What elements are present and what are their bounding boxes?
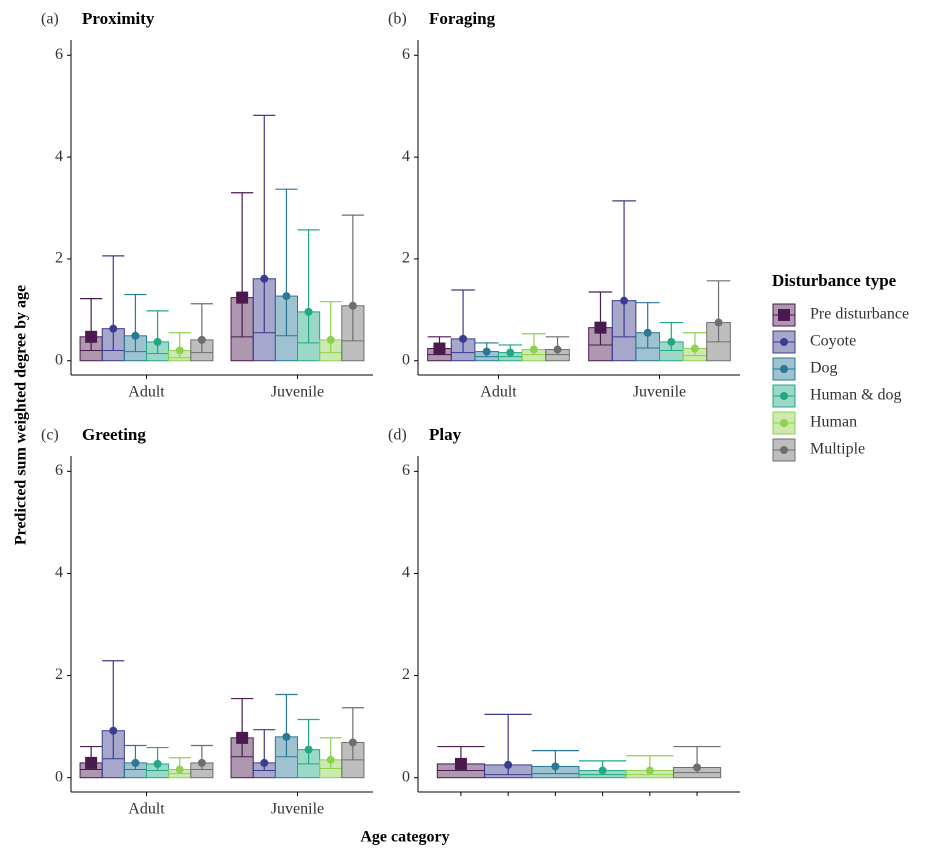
point: [667, 337, 676, 346]
legend-marker: [780, 365, 788, 373]
point: [304, 745, 313, 754]
legend-label: Human: [810, 414, 857, 431]
point: [348, 738, 357, 747]
point: [153, 337, 162, 346]
point: [598, 766, 607, 775]
point: [643, 328, 652, 337]
point: [620, 296, 629, 305]
legend-title: Disturbance type: [772, 271, 897, 290]
legend-marker: [780, 419, 788, 427]
point: [348, 301, 357, 310]
point: [282, 292, 291, 301]
point: [109, 726, 118, 735]
point: [197, 335, 206, 344]
y-tick-label: 2: [55, 250, 63, 267]
y-tick-label: 0: [55, 768, 63, 785]
point: [714, 318, 723, 327]
y-tick-label: 2: [55, 666, 63, 683]
point: [304, 307, 313, 316]
panel-label: (a): [41, 11, 59, 28]
y-tick-label: 6: [55, 462, 63, 479]
panel-label: (d): [388, 427, 407, 444]
legend-label: Human & dog: [810, 387, 902, 404]
y-tick-label: 4: [55, 148, 63, 165]
y-tick-label: 2: [402, 666, 410, 683]
point: [553, 345, 562, 354]
x-axis-label: Age category: [360, 829, 449, 846]
legend-label: Multiple: [810, 441, 865, 458]
point: [459, 334, 468, 343]
legend-label: Pre disturbance: [810, 306, 909, 323]
panel-title: Play: [429, 425, 462, 444]
point: [260, 274, 269, 283]
point: [131, 758, 140, 767]
y-tick-label: 4: [402, 564, 410, 581]
point: [693, 763, 702, 772]
y-tick-label: 6: [402, 46, 410, 63]
y-axis-label: Predicted sum weighted degree by age: [13, 285, 30, 545]
legend-marker: [780, 446, 788, 454]
point: [326, 335, 335, 344]
point: [236, 731, 249, 744]
point: [529, 345, 538, 354]
y-tick-label: 0: [402, 768, 410, 785]
point: [645, 766, 654, 775]
panel-title: Greeting: [82, 425, 146, 444]
y-tick-label: 4: [402, 148, 410, 165]
legend-label: Coyote: [810, 333, 856, 350]
point: [153, 759, 162, 768]
panel-title: Proximity: [82, 9, 155, 28]
x-tick-label: Juvenile: [271, 384, 324, 401]
y-tick-label: 0: [402, 351, 410, 368]
x-tick-label: Adult: [128, 801, 165, 818]
point: [175, 765, 184, 774]
panel-label: (b): [388, 11, 407, 28]
point: [236, 291, 249, 304]
point: [433, 342, 446, 355]
x-tick-label: Adult: [128, 384, 165, 401]
point: [282, 732, 291, 741]
point: [197, 758, 206, 767]
point: [690, 344, 699, 353]
y-tick-label: 6: [55, 46, 63, 63]
point: [131, 331, 140, 340]
legend-label: Dog: [810, 360, 838, 377]
panel-title: Foraging: [429, 9, 496, 28]
point: [109, 324, 118, 333]
x-tick-label: Juvenile: [271, 801, 324, 818]
y-tick-label: 2: [402, 250, 410, 267]
y-tick-label: 6: [402, 462, 410, 479]
point: [260, 758, 269, 767]
x-tick-label: Juvenile: [633, 384, 686, 401]
point: [326, 755, 335, 764]
y-tick-label: 0: [55, 351, 63, 368]
legend-marker: [778, 309, 790, 321]
point: [454, 757, 467, 770]
legend-marker: [780, 338, 788, 346]
point: [504, 760, 513, 769]
y-tick-label: 4: [55, 564, 63, 581]
point: [85, 330, 98, 343]
point: [175, 346, 184, 355]
x-tick-label: Adult: [480, 384, 517, 401]
point: [85, 756, 98, 769]
legend-marker: [780, 392, 788, 400]
point: [594, 321, 607, 334]
point: [551, 762, 560, 771]
point: [506, 348, 515, 357]
point: [482, 347, 491, 356]
panel-label: (c): [41, 427, 59, 444]
